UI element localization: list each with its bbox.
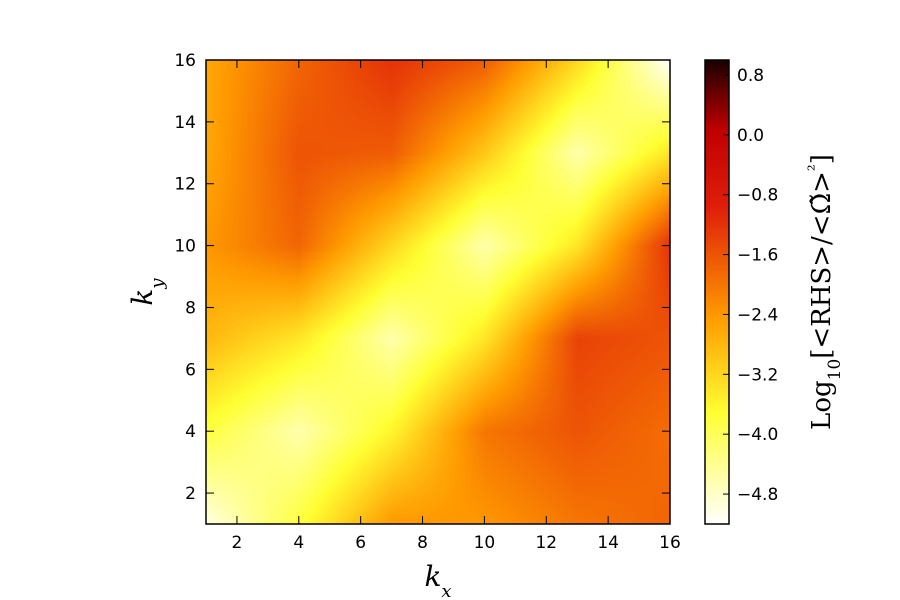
y-tick-label: 10 (174, 237, 196, 257)
colorbar-frame (704, 59, 730, 525)
y-tick-label: 12 (174, 175, 196, 195)
colorbar-tick-label: −3.2 (737, 365, 778, 385)
colorbar-tick-label: −4.0 (737, 425, 778, 445)
x-tick-label: 2 (232, 533, 243, 553)
x-tick-label: 10 (474, 533, 496, 553)
y-tick-label: 6 (185, 360, 196, 380)
x-tick-label: 12 (535, 533, 557, 553)
x-tick-label: 16 (659, 533, 681, 553)
y-tick-label: 14 (174, 113, 196, 133)
heatmap-image (206, 60, 670, 524)
x-tick-label: 4 (293, 533, 304, 553)
plot-frame (205, 59, 671, 525)
y-tick-label: 8 (185, 298, 196, 318)
x-tick-label: 6 (355, 533, 366, 553)
x-axis-label: kx (424, 560, 451, 600)
colorbar-tick-label: 0.0 (737, 126, 764, 146)
colorbar-tick-label: 0.8 (737, 66, 764, 86)
y-axis-label: ky (126, 278, 168, 306)
colorbar-tick-label: −2.4 (737, 305, 778, 325)
x-tick-label: 8 (417, 533, 428, 553)
y-tick-label: 2 (185, 484, 196, 504)
colorbar-label: Log10[<RHS>/<Ω̃>²] (805, 154, 845, 430)
colorbar-gradient (705, 60, 729, 524)
y-tick-label: 4 (185, 422, 196, 442)
y-tick-label: 16 (174, 51, 196, 71)
colorbar-tick-label: −1.6 (737, 246, 778, 266)
x-tick-label: 14 (597, 533, 619, 553)
colorbar-tick-label: −4.8 (737, 485, 778, 505)
colorbar-tick-label: −0.8 (737, 186, 778, 206)
